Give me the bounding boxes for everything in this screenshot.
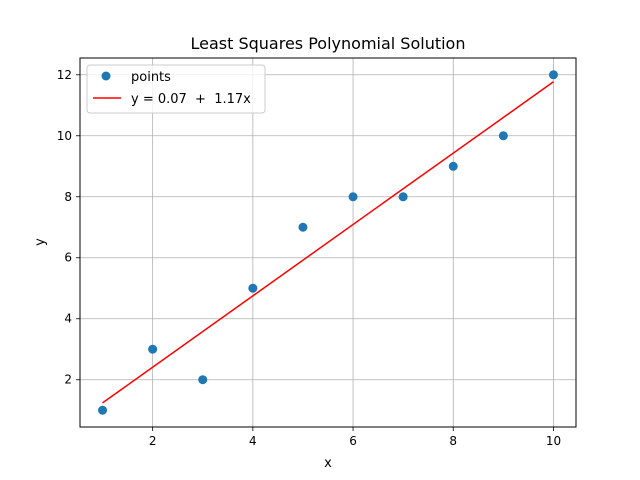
axis-ticks: 2 4 6 8 10 2 4 6 8 10 12	[57, 68, 561, 448]
legend-box	[86, 64, 266, 114]
data-point	[348, 192, 358, 202]
data-point	[548, 70, 558, 80]
y-axis-label: y	[33, 238, 48, 246]
y-tick-label: 2	[64, 373, 72, 387]
x-tick-label: 10	[546, 434, 561, 448]
data-point	[398, 192, 408, 202]
x-axis-label: x	[324, 456, 332, 471]
plot-frame	[79, 57, 577, 428]
legend: points y = 0.07 + 1.17x	[86, 64, 266, 114]
legend-label-points: points	[131, 70, 171, 85]
chart-title: Least Squares Polynomial Solution	[191, 34, 466, 53]
fit-line	[102, 81, 554, 404]
x-tick-label: 8	[449, 434, 457, 448]
y-tick-label: 10	[57, 129, 72, 143]
legend-label-fit-line: y = 0.07 + 1.17x	[131, 92, 251, 107]
y-tick-label: 12	[57, 68, 72, 82]
x-tick-label: 4	[249, 434, 257, 448]
y-tick-label: 4	[64, 312, 72, 326]
x-tick-label: 2	[149, 434, 157, 448]
data-point	[148, 344, 158, 354]
data-point	[448, 161, 458, 171]
legend-marker-points	[101, 71, 111, 81]
plot-series	[98, 70, 558, 415]
y-tick-label: 6	[64, 251, 72, 265]
data-point	[198, 375, 208, 385]
data-point	[98, 405, 108, 415]
y-tick-label: 8	[64, 190, 72, 204]
x-tick-label: 6	[349, 434, 357, 448]
data-point	[498, 131, 508, 141]
data-point	[298, 222, 308, 232]
data-point	[248, 283, 258, 293]
